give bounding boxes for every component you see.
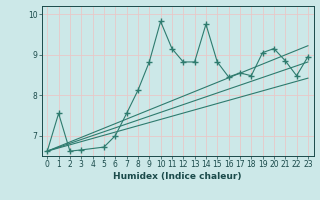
X-axis label: Humidex (Indice chaleur): Humidex (Indice chaleur) <box>113 172 242 181</box>
